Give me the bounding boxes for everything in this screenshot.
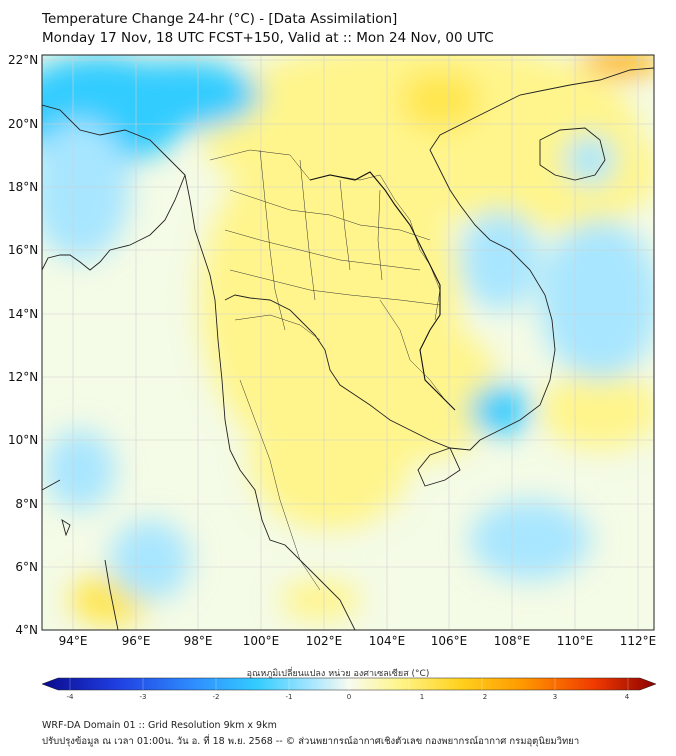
colorbar-tick: 4 xyxy=(624,693,630,701)
lon-label: 100°E xyxy=(242,634,280,648)
lon-label: 98°E xyxy=(183,634,213,648)
colorbar-tick: -1 xyxy=(285,693,293,701)
colorbar xyxy=(41,677,657,691)
colorbar-tick: -2 xyxy=(212,693,220,701)
lat-label: 12°N xyxy=(8,370,39,384)
colorbar-title: อุณหภูมิเปลี่ยนแปลง หน่วย องศาเซลเซียส (… xyxy=(246,669,430,679)
colorbar-tick: 2 xyxy=(482,693,488,701)
colorbar-tick: 3 xyxy=(552,693,558,701)
lon-label: 102°E xyxy=(305,634,343,648)
footer-credit: ปรับปรุงข้อมูล ณ เวลา 01:00น. วัน อ. ที่… xyxy=(42,736,580,747)
lon-label: 104°E xyxy=(368,634,406,648)
lat-label: 14°N xyxy=(8,307,39,321)
map-frame xyxy=(41,54,655,631)
lon-label: 96°E xyxy=(121,634,151,648)
colorbar-tick: 0 xyxy=(346,693,352,701)
lon-label: 94°E xyxy=(58,634,88,648)
lat-label: 18°N xyxy=(8,180,39,194)
country-borders xyxy=(309,171,456,411)
colorbar-tick: -3 xyxy=(139,693,147,701)
colorbar-tick: -4 xyxy=(66,693,74,701)
lat-label: 8°N xyxy=(15,497,38,511)
lat-label: 4°N xyxy=(15,623,38,637)
graticule xyxy=(42,55,654,630)
chart-title: Temperature Change 24-hr (°C) - [Data As… xyxy=(42,11,398,27)
lon-label: 112°E xyxy=(619,634,657,648)
lat-label: 10°N xyxy=(8,433,39,447)
lon-label: 106°E xyxy=(430,634,468,648)
lat-label: 16°N xyxy=(8,243,39,257)
lon-label: 108°E xyxy=(493,634,531,648)
lat-label: 22°N xyxy=(8,53,39,67)
colorbar-tick: 1 xyxy=(419,693,425,701)
lat-label: 6°N xyxy=(15,560,38,574)
province-borders xyxy=(209,149,446,591)
lat-label: 20°N xyxy=(8,117,39,131)
footer-model-info: WRF-DA Domain 01 :: Grid Resolution 9km … xyxy=(42,720,277,731)
chart-subtitle: Monday 17 Nov, 18 UTC FCST+150, Valid at… xyxy=(42,30,494,46)
lon-label: 110°E xyxy=(556,634,594,648)
coastline xyxy=(42,67,654,630)
temperature-field xyxy=(42,55,654,630)
